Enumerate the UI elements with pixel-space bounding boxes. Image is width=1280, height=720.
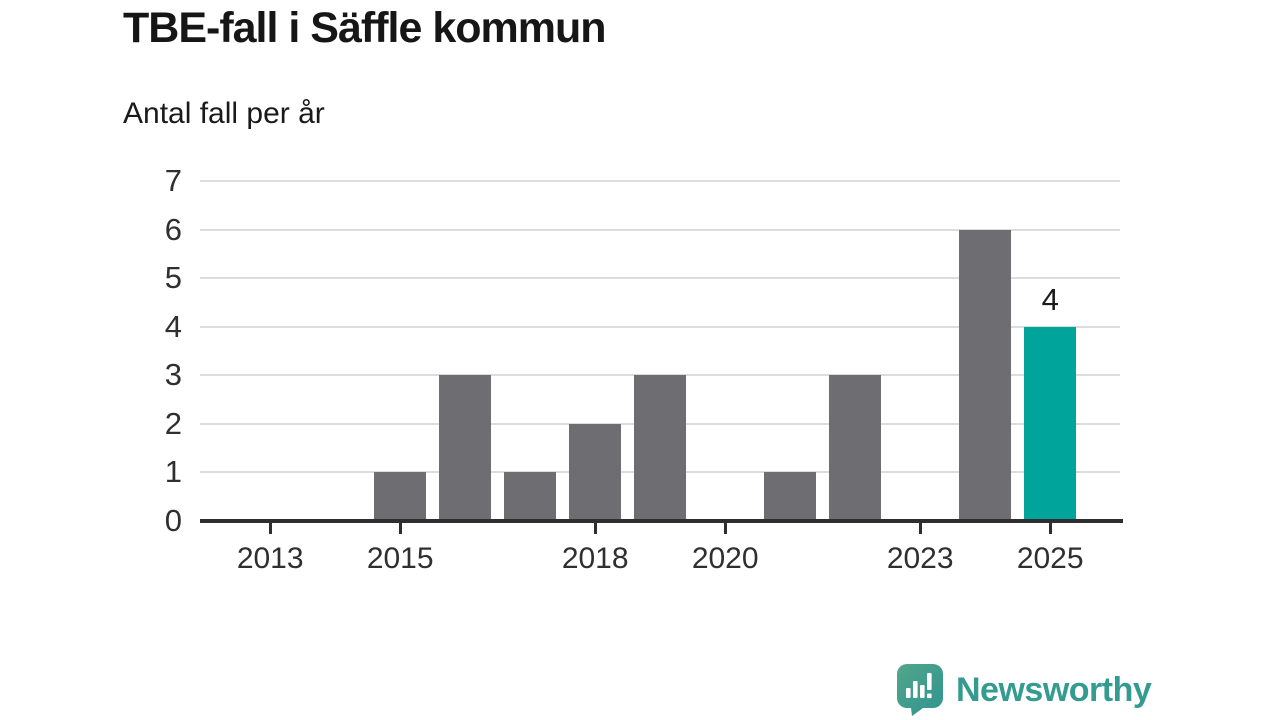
bar-2018 xyxy=(569,423,622,521)
x-axis-tick-label-2023: 2023 xyxy=(886,542,954,575)
y-axis-tick-label-2: 2 xyxy=(164,405,182,441)
bar-2016 xyxy=(439,375,492,521)
y-axis-tick-label-3: 3 xyxy=(164,357,182,393)
chart-subtitle: Antal fall per år xyxy=(123,97,325,130)
x-axis-tick-2013 xyxy=(268,523,272,534)
y-axis-tick-label-1: 1 xyxy=(164,454,182,490)
x-axis-tick-2020 xyxy=(723,523,727,534)
x-axis-tick-2023 xyxy=(918,523,922,534)
bar-2017 xyxy=(504,472,557,521)
x-axis-tick-label-2025: 2025 xyxy=(1016,542,1084,575)
x-axis-tick-label-2015: 2015 xyxy=(366,542,434,575)
bar-2021 xyxy=(764,472,817,521)
gridline-y-6 xyxy=(200,228,1120,231)
newsworthy-speech-bubble-chart-icon xyxy=(897,664,943,716)
chart-title: TBE-fall i Säffle kommun xyxy=(123,4,607,52)
x-axis-tick-2025 xyxy=(1048,523,1052,534)
logo-exclamation-dot xyxy=(927,693,932,699)
bar-2022 xyxy=(829,375,882,521)
y-axis-tick-label-7: 7 xyxy=(164,163,182,198)
logo-bar-3 xyxy=(920,685,925,698)
brand-footer: Newsworthy xyxy=(897,664,1152,716)
logo-bar-1 xyxy=(906,688,911,698)
x-axis-tick-2015 xyxy=(398,523,402,534)
brand-name: Newsworthy xyxy=(956,670,1152,709)
x-axis-tick-label-2018: 2018 xyxy=(561,542,629,575)
y-axis-tick-label-6: 6 xyxy=(164,211,182,247)
x-axis-tick-2018 xyxy=(593,523,597,534)
logo-exclamation-bar xyxy=(927,673,932,690)
gridline-y-5 xyxy=(200,277,1120,280)
x-axis-tick-label-2020: 2020 xyxy=(691,542,759,575)
gridline-y-4 xyxy=(200,325,1120,328)
x-axis-tick-label-2013: 2013 xyxy=(236,542,304,575)
bar-2019 xyxy=(634,375,687,521)
y-axis-tick-label-0: 0 xyxy=(164,503,182,538)
bar-2015 xyxy=(374,472,427,521)
y-axis-tick-label-4: 4 xyxy=(164,308,182,344)
logo-bar-2 xyxy=(913,681,918,698)
bar-value-label-2025: 4 xyxy=(1041,281,1059,317)
bar-2025 xyxy=(1024,326,1077,521)
gridline-y-7 xyxy=(200,180,1120,182)
y-axis-tick-label-5: 5 xyxy=(164,260,182,296)
x-axis-line xyxy=(200,519,1123,523)
bar-2024 xyxy=(959,229,1012,521)
